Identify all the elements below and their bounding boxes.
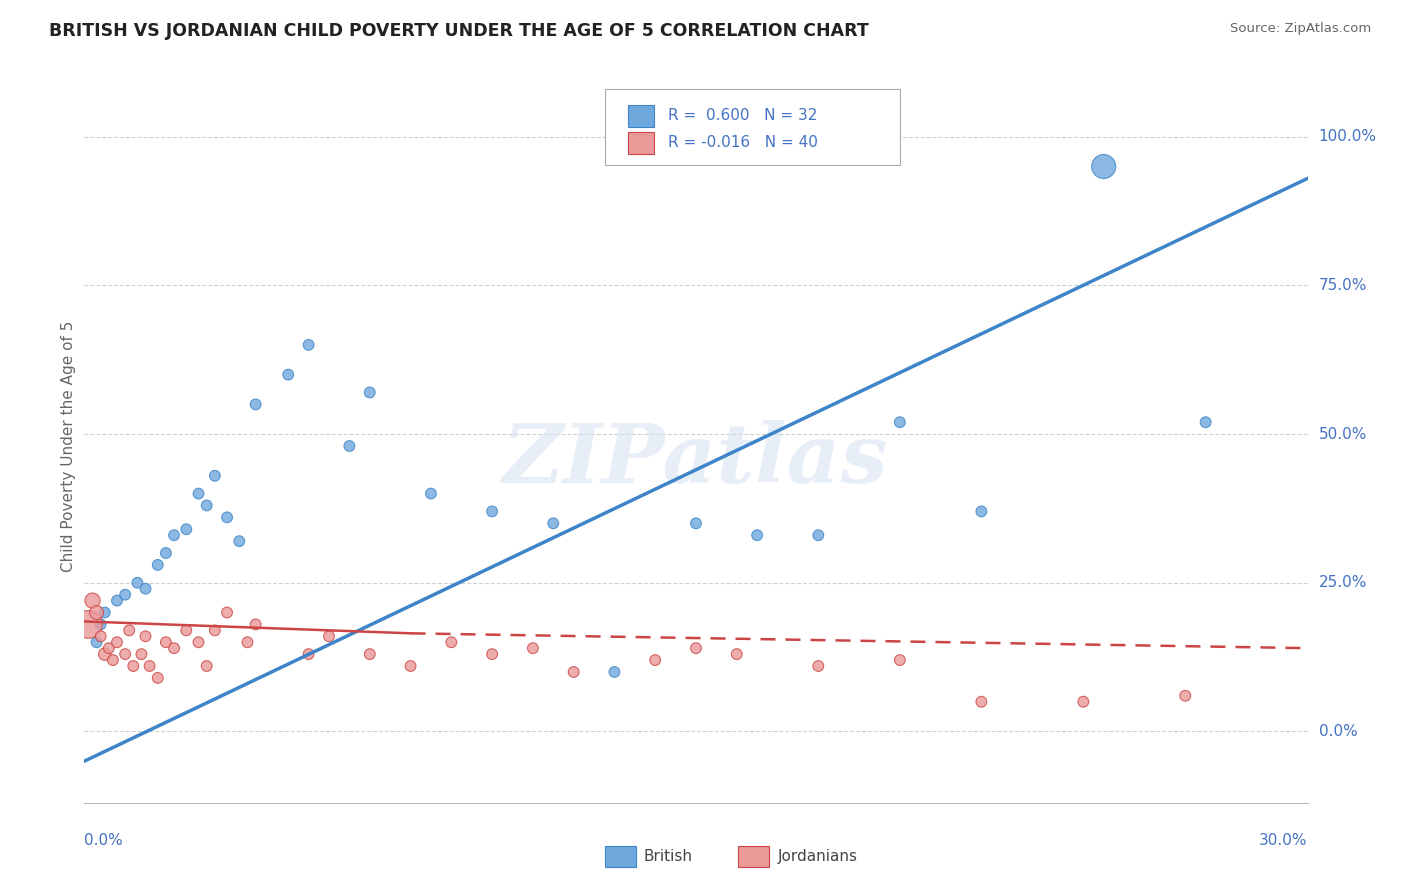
Point [807, 659, 830, 673]
Text: 0.0%: 0.0% [1319, 724, 1357, 739]
Point [135, 629, 157, 643]
Point [135, 582, 157, 596]
Y-axis label: Child Poverty Under the Age of 5: Child Poverty Under the Age of 5 [60, 320, 76, 572]
Point [644, 653, 666, 667]
Text: 25.0%: 25.0% [1319, 575, 1367, 591]
Point [187, 635, 209, 649]
Point [562, 665, 585, 679]
Point [217, 606, 239, 620]
Point [1174, 689, 1197, 703]
Text: 100.0%: 100.0% [1319, 129, 1376, 145]
Point [1071, 695, 1094, 709]
Point [440, 635, 463, 649]
Point [204, 624, 226, 638]
Point [163, 528, 186, 542]
Point [155, 635, 177, 649]
Point [138, 659, 160, 673]
Point [163, 641, 186, 656]
Point [105, 635, 128, 649]
Point [745, 528, 768, 542]
Point [318, 629, 340, 643]
Point [1092, 160, 1115, 174]
Point [970, 504, 993, 518]
Point [146, 671, 169, 685]
Text: 75.0%: 75.0% [1319, 278, 1367, 293]
Point [481, 504, 503, 518]
Point [155, 546, 177, 560]
Point [236, 635, 259, 649]
Text: 0.0%: 0.0% [84, 833, 124, 848]
Point [174, 522, 197, 536]
Point [228, 534, 250, 549]
Point [420, 486, 443, 500]
Point [277, 368, 299, 382]
Point [725, 647, 748, 661]
Point [359, 385, 381, 400]
Point [93, 647, 115, 661]
Point [807, 528, 830, 542]
Point [86, 635, 108, 649]
Text: 30.0%: 30.0% [1260, 833, 1308, 848]
Text: ZIPatlas: ZIPatlas [503, 420, 889, 500]
Point [245, 617, 267, 632]
Point [217, 510, 239, 524]
Point [481, 647, 503, 661]
Point [118, 624, 141, 638]
Point [93, 606, 115, 620]
Point [146, 558, 169, 572]
Point [245, 397, 267, 411]
Text: BRITISH VS JORDANIAN CHILD POVERTY UNDER THE AGE OF 5 CORRELATION CHART: BRITISH VS JORDANIAN CHILD POVERTY UNDER… [49, 22, 869, 40]
Point [359, 647, 381, 661]
Point [603, 665, 626, 679]
Point [339, 439, 360, 453]
Text: British: British [644, 849, 693, 863]
Point [970, 695, 993, 709]
Point [889, 415, 911, 429]
Point [1195, 415, 1218, 429]
Point [522, 641, 544, 656]
Point [399, 659, 422, 673]
Point [114, 647, 136, 661]
Text: Source: ZipAtlas.com: Source: ZipAtlas.com [1230, 22, 1371, 36]
Point [174, 624, 197, 638]
Text: R =  0.600   N = 32: R = 0.600 N = 32 [668, 109, 817, 123]
Point [97, 641, 120, 656]
Point [204, 468, 226, 483]
Point [685, 641, 707, 656]
Point [90, 629, 112, 643]
Point [101, 653, 124, 667]
Point [187, 486, 209, 500]
Text: Jordanians: Jordanians [778, 849, 858, 863]
Point [114, 588, 136, 602]
Point [131, 647, 153, 661]
Point [90, 617, 112, 632]
Point [685, 516, 707, 531]
Point [298, 338, 321, 352]
Point [543, 516, 565, 531]
Point [82, 593, 104, 607]
Point [889, 653, 911, 667]
Point [195, 659, 218, 673]
Point [127, 575, 149, 590]
Point [86, 606, 108, 620]
Point [195, 499, 218, 513]
Point [77, 617, 100, 632]
Text: 50.0%: 50.0% [1319, 426, 1367, 442]
Point [298, 647, 321, 661]
Point [105, 593, 128, 607]
Point [122, 659, 145, 673]
Text: R = -0.016   N = 40: R = -0.016 N = 40 [668, 136, 818, 150]
